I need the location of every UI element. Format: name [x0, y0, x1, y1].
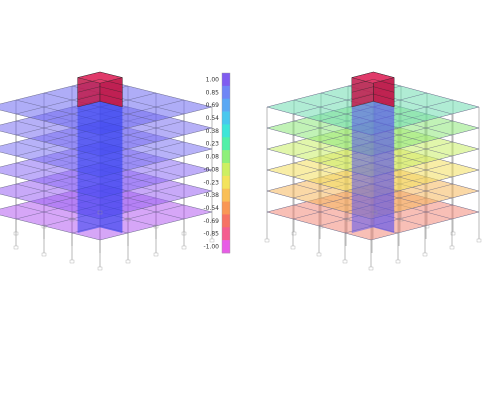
legend-tick-label: -1.00 [203, 244, 219, 251]
legend-swatch [222, 163, 230, 177]
core-grid-line [351, 79, 395, 86]
core-wall [351, 101, 374, 234]
core-grid-line [77, 93, 123, 100]
support-marker [181, 245, 187, 250]
support-marker [69, 259, 75, 264]
core-wall [100, 101, 123, 234]
legend-tick-label: -0.23 [203, 179, 219, 186]
support-marker [316, 252, 322, 257]
legend-swatch [222, 201, 230, 215]
support-marker [125, 259, 131, 264]
support-marker [290, 245, 296, 250]
legend-tick-label: -0.69 [203, 218, 219, 225]
core-grid-line [351, 93, 395, 100]
support-marker [69, 217, 75, 222]
legend-tick-label: 0.54 [206, 115, 220, 122]
support-marker [345, 217, 351, 222]
support-marker [153, 224, 159, 229]
legend-tick-label: 1.00 [206, 76, 220, 83]
legend-swatch [222, 98, 230, 112]
support-marker [450, 231, 456, 236]
legend-swatch [222, 137, 230, 151]
legend-tick-label: -0.54 [203, 205, 219, 212]
legend-tick-label: 0.69 [206, 102, 220, 109]
support-marker [41, 224, 47, 229]
right-building-model [264, 71, 482, 271]
core-roof-top [351, 71, 395, 84]
legend-swatch [222, 124, 230, 138]
core-roof-top [77, 71, 123, 84]
core-grid-line [77, 86, 123, 93]
legend-swatch [222, 150, 230, 164]
legend-swatch [222, 214, 230, 228]
legend-swatch [222, 175, 230, 190]
legend-swatch [222, 85, 230, 100]
color-scale-legend: 1.00 0.85 0.69 0.54 0.38 0.23 0.08 -0.08 -0.23 -0… [203, 72, 231, 254]
core-wall [77, 101, 100, 234]
support-marker [422, 252, 428, 257]
support-marker [424, 224, 430, 229]
legend-swatch [222, 227, 230, 241]
legend-swatch [222, 188, 230, 202]
core-wall [373, 101, 395, 234]
legend-tick-label: -0.85 [203, 231, 219, 238]
support-marker [13, 245, 19, 250]
legend-tick-label: 0.23 [206, 141, 220, 148]
legend-tick-label: -0.08 [203, 166, 219, 173]
support-marker [125, 217, 131, 222]
legend-swatch [222, 240, 230, 254]
support-marker [368, 266, 374, 271]
support-marker [398, 217, 404, 222]
legend-swatch [222, 73, 230, 87]
support-marker [97, 210, 103, 215]
support-marker [264, 238, 270, 243]
support-marker [13, 231, 19, 236]
legend-tick-label: 0.85 [206, 89, 220, 96]
support-marker [209, 238, 215, 243]
legend-tick-label: -0.38 [203, 192, 219, 199]
support-marker [97, 266, 103, 271]
support-marker [291, 231, 297, 236]
legend-tick-label: 0.08 [206, 154, 220, 161]
support-marker [153, 252, 159, 257]
support-marker [342, 259, 348, 264]
support-marker [372, 210, 378, 215]
core-grid-line [351, 86, 395, 93]
support-marker [449, 245, 455, 250]
support-marker [41, 252, 47, 257]
left-building-model [0, 71, 215, 271]
support-marker [476, 238, 482, 243]
legend-frame [221, 72, 231, 254]
support-marker [395, 259, 401, 264]
legend-tick-label: 0.38 [206, 128, 220, 135]
legend-swatch [222, 111, 230, 125]
support-marker [181, 231, 187, 236]
support-marker [318, 224, 324, 229]
core-grid-line [77, 79, 123, 86]
